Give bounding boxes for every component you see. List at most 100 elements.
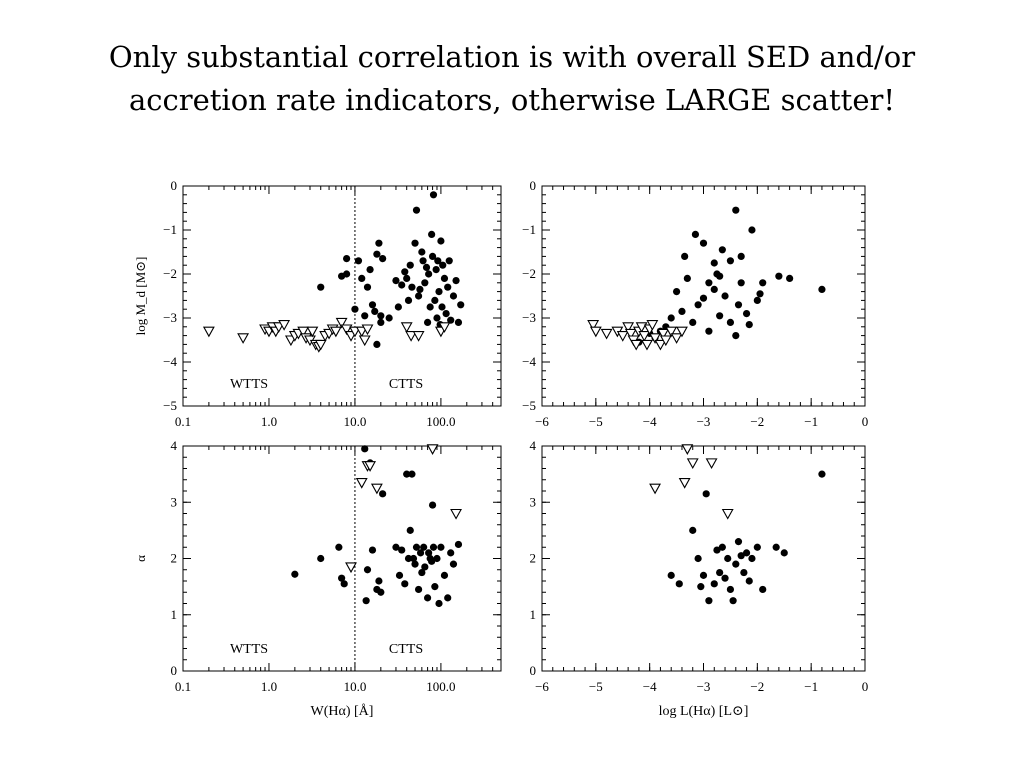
data-point-filled (745, 321, 753, 329)
data-point-upper-limit (616, 331, 629, 342)
panel-bottom-left: 0.1 1.0 10.0 100.0 0 1 2 3 4 WTTS CTTS α W(Hα) [Å] (133, 438, 502, 719)
data-point-filled (737, 279, 745, 287)
data-point-upper-limit (340, 324, 353, 336)
data-point-filled (716, 312, 724, 320)
data-point-filled (772, 543, 780, 551)
data-point-filled (742, 310, 751, 318)
data-point-filled (710, 285, 718, 293)
x-tick-label: −5 (589, 414, 603, 429)
data-point-filled (420, 543, 428, 551)
data-point-upper-limit (438, 322, 451, 333)
data-point-upper-limit (587, 320, 600, 331)
data-point-filled (780, 549, 788, 557)
data-point-filled (689, 526, 697, 534)
data-point-upper-limit (646, 320, 659, 331)
data-point-filled (737, 552, 745, 560)
data-point-filled (672, 288, 681, 296)
data-point-filled (444, 283, 452, 291)
data-point-filled (726, 257, 735, 265)
x-tick-label: 0 (862, 679, 869, 694)
x-axis-label: log L(Hα) [L⊙] (659, 704, 749, 719)
data-point-filled (678, 307, 686, 315)
data-point-filled (729, 597, 737, 605)
data-point-upper-limit (335, 317, 348, 329)
data-point-filled (411, 560, 419, 568)
data-point-upper-limit (364, 461, 377, 472)
data-point-upper-limit (649, 483, 661, 495)
data-point-filled (361, 312, 369, 320)
y-tick-label: 2 (171, 551, 178, 566)
data-point-upper-limit (278, 320, 291, 331)
data-point-filled (340, 580, 348, 588)
data-point-upper-limit (358, 335, 371, 347)
x-axis-label: W(Hα) [Å] (311, 703, 374, 719)
data-point-upper-limit (705, 458, 718, 470)
data-point-filled (759, 585, 767, 594)
y-tick-label: −1 (522, 222, 536, 237)
y-tick-label: 2 (530, 551, 537, 566)
data-point-filled (423, 594, 432, 602)
data-point-filled (363, 283, 372, 291)
data-point-filled (748, 226, 756, 234)
data-point-filled (416, 285, 424, 293)
data-point-filled (732, 560, 740, 568)
data-point-filled (726, 585, 735, 594)
data-point-filled (354, 257, 363, 265)
data-point-filled (457, 301, 465, 309)
data-point-filled (683, 274, 691, 282)
data-point-upper-limit (202, 326, 215, 338)
y-tick-label: 0 (171, 178, 178, 193)
data-point-filled (732, 206, 740, 214)
data-point-filled (438, 303, 446, 311)
data-point-upper-limit (426, 444, 439, 455)
y-tick-label: −4 (522, 354, 536, 369)
data-point-filled (705, 597, 713, 605)
data-point-upper-limit (622, 322, 635, 333)
data-point-filled (748, 554, 756, 563)
y-tick-label: −2 (163, 266, 177, 281)
data-point-upper-limit (649, 333, 661, 344)
data-point-upper-limit (297, 326, 310, 338)
data-point-filled (368, 546, 377, 554)
data-point-filled (404, 554, 413, 563)
y-tick-label: 1 (171, 607, 178, 622)
slide-title-line-1: Only substantial correlation is with ove… (108, 40, 916, 74)
y-tick-label: 4 (171, 438, 178, 453)
data-point-filled (732, 332, 740, 340)
data-point-filled (395, 571, 404, 579)
x-tick-label: 10.0 (344, 414, 367, 429)
data-point-filled (740, 568, 748, 577)
data-point-filled (667, 571, 675, 579)
data-point-filled (449, 560, 458, 568)
data-point-filled (710, 580, 718, 588)
data-point-filled (705, 279, 713, 287)
data-point-filled (710, 259, 718, 267)
data-point-filled (428, 557, 436, 565)
annotation-wtts: WTTS (230, 377, 268, 392)
data-point-upper-limit (589, 326, 602, 338)
data-point-filled (366, 266, 374, 274)
data-point-filled (398, 546, 406, 554)
data-point-filled (721, 292, 729, 300)
data-point-upper-limit (405, 331, 418, 342)
panel-top-left: 0.1 1.0 10.0 100.0 0 −1 −2 −3 −4 −5 WTTS CTTS log M_… (133, 178, 502, 429)
x-tick-label: 100.0 (426, 679, 455, 694)
data-point-filled (379, 490, 387, 498)
data-point-filled (361, 445, 369, 453)
x-tick-label: 100.0 (426, 414, 455, 429)
data-point-filled (377, 312, 385, 320)
data-point-filled (694, 554, 702, 563)
data-point-filled (422, 263, 431, 271)
data-point-filled (737, 252, 745, 260)
data-point-upper-limit (314, 339, 327, 351)
y-tick-label: −5 (522, 398, 536, 413)
data-point-filled (362, 597, 370, 605)
data-point-filled (435, 288, 443, 296)
data-point-filled (317, 554, 325, 563)
data-point-filled (401, 268, 409, 276)
data-point-filled (392, 277, 400, 285)
data-point-filled (418, 248, 426, 256)
data-point-filled (721, 574, 729, 582)
data-point-filled (343, 255, 351, 263)
